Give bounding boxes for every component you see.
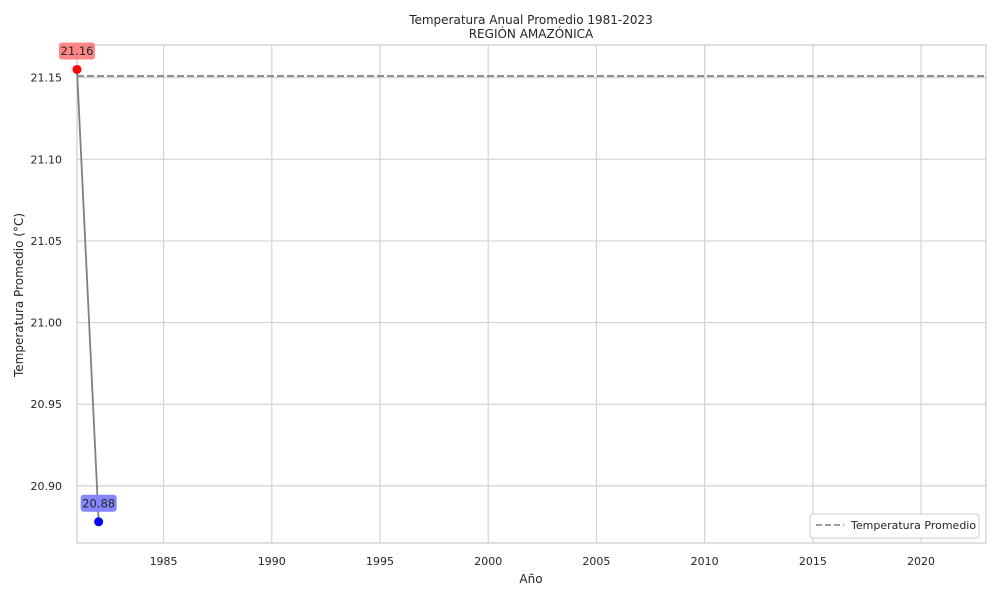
x-tick-label: 2015 [799,555,827,568]
y-tick-label: 21.05 [31,235,63,248]
y-axis-label: Temperatura Promedio (°C) [12,213,26,378]
temperature-series-line [76,69,100,522]
y-tick-label: 21.15 [31,72,63,85]
x-tick-label: 1995 [366,555,394,568]
x-tick-labels: 1985 1990 1995 2000 2005 2010 2015 2020 [150,555,935,568]
y-tick-label: 21.00 [31,317,63,330]
markers-group: 21.16 20.88 [59,42,117,527]
y-tick-label: 21.10 [31,153,63,166]
x-tick-label: 2000 [474,555,502,568]
chart-subtitle: REGIÓN AMAZÓNICA [469,26,594,41]
plot-area-frame [76,44,987,544]
grid [77,45,986,543]
max-point-marker [72,64,82,74]
x-tick-label: 2020 [907,555,935,568]
x-tick-label: 2005 [582,555,610,568]
legend-label: Temperatura Promedio [850,519,976,532]
x-tick-label: 2010 [691,555,719,568]
x-tick-label: 1990 [258,555,286,568]
y-tick-label: 20.90 [31,480,63,493]
legend-box [809,513,980,539]
x-tick-label: 1985 [150,555,178,568]
y-tick-labels: 20.90 20.95 21.00 21.05 21.10 21.15 [31,72,63,493]
data-label-box [59,42,95,60]
data-label-box [80,494,117,512]
data-label: 20.88 [82,496,115,510]
chart-title: Temperatura Anual Promedio 1981-2023 [408,13,653,27]
y-tick-label: 20.95 [31,398,63,411]
min-point-marker [94,517,104,527]
x-axis-label: Año [519,572,542,586]
legend: Temperatura Promedio [809,513,980,539]
data-label: 21.16 [61,44,94,58]
series-group [76,69,100,522]
